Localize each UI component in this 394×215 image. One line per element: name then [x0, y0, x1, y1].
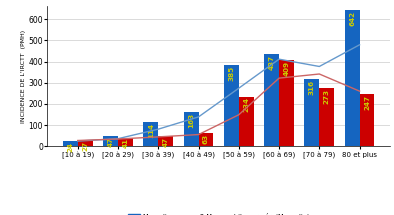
Bar — [143, 122, 158, 146]
Text: 247: 247 — [364, 95, 370, 110]
Bar — [103, 136, 118, 146]
Text: 114: 114 — [148, 123, 154, 138]
Bar — [319, 88, 334, 146]
Text: 41: 41 — [123, 138, 128, 148]
Text: 385: 385 — [229, 66, 234, 81]
Bar — [118, 138, 133, 146]
Bar — [279, 60, 294, 146]
Text: 63: 63 — [203, 134, 209, 144]
Bar — [199, 133, 214, 146]
Text: 163: 163 — [188, 112, 194, 128]
Bar — [78, 140, 93, 146]
Text: 27: 27 — [82, 141, 88, 151]
Bar — [63, 141, 78, 146]
Bar — [264, 54, 279, 146]
Text: 409: 409 — [284, 60, 290, 75]
Text: 273: 273 — [324, 89, 330, 104]
Bar — [158, 136, 173, 146]
Legend: Masculin, Féminin, 2 Moy. mobile sur pér. (Masculin), 2 Moy. mobile sur pér. (Fé: Masculin, Féminin, 2 Moy. mobile sur pér… — [128, 212, 309, 215]
Text: 642: 642 — [349, 11, 355, 26]
Text: 316: 316 — [309, 80, 315, 95]
Bar — [184, 112, 199, 146]
Y-axis label: INCIDENCE DE L'IRCTT  (PMH): INCIDENCE DE L'IRCTT (PMH) — [21, 30, 26, 123]
Text: 437: 437 — [269, 55, 275, 69]
Bar — [345, 10, 360, 146]
Bar — [360, 94, 374, 146]
Bar — [239, 97, 254, 146]
Bar — [305, 79, 319, 146]
Bar — [224, 65, 239, 146]
Text: 47: 47 — [108, 137, 113, 147]
Text: 234: 234 — [243, 97, 249, 112]
Text: 47: 47 — [163, 137, 169, 147]
Text: 24: 24 — [67, 142, 73, 152]
